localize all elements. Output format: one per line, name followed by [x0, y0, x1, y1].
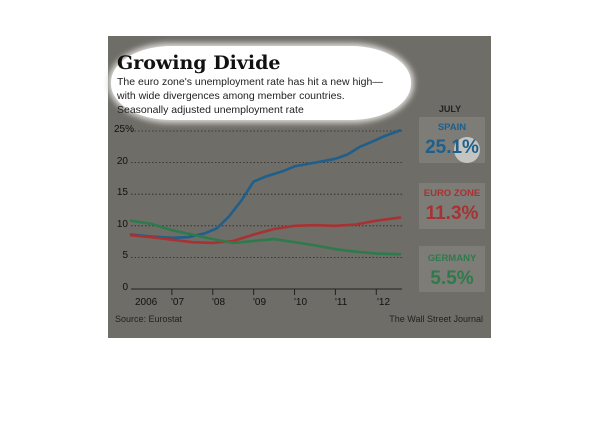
y-tick-label: 20	[116, 155, 128, 167]
title-highlight	[111, 46, 411, 120]
value-highlight	[454, 137, 480, 163]
subtitle-line: Seasonally adjusted unemployment rate	[117, 104, 304, 116]
x-tick-label: '09	[253, 297, 267, 308]
series-name-germany: GERMANY	[427, 253, 477, 264]
subtitle-line: The euro zone's unemployment rate has hi…	[117, 76, 383, 88]
source-note: Source: Eurostat	[115, 314, 183, 324]
y-tick-label: 15	[116, 187, 128, 199]
series-label-box	[419, 183, 485, 229]
y-tick-label: 5	[122, 250, 128, 262]
x-tick-label: 2006	[135, 297, 158, 308]
x-tick-label: '12	[377, 297, 391, 308]
series-name-euro-zone: EURO ZONE	[423, 188, 481, 199]
series-label-box	[419, 246, 485, 292]
series-name-spain: SPAIN	[437, 122, 467, 133]
series-line-germany	[129, 219, 402, 256]
series-value-germany: 5.5%	[430, 268, 474, 289]
x-tick-label: '08	[212, 297, 226, 308]
y-tick-label: 25%	[114, 124, 135, 135]
latest-month-label: JULY	[438, 104, 462, 114]
y-tick-label: 10	[116, 218, 128, 230]
x-tick-label: '07	[171, 297, 185, 308]
y-tick-label: 0	[122, 282, 128, 293]
series-value-euro-zone: 11.3%	[425, 203, 479, 224]
series-line-euro-zone	[129, 216, 402, 245]
x-tick-label: '10	[294, 297, 308, 308]
publisher-credit: The Wall Street Journal	[389, 314, 483, 324]
subtitle-line: with wide divergences among member count…	[117, 90, 345, 102]
series-value-spain: 25.1%	[425, 137, 479, 158]
chart-title: Growing Divide	[117, 52, 281, 74]
x-tick-label: '11	[335, 297, 348, 308]
series-line-spain	[129, 129, 402, 240]
chart-subtitle: The euro zone's unemployment rate has hi…	[117, 75, 417, 117]
